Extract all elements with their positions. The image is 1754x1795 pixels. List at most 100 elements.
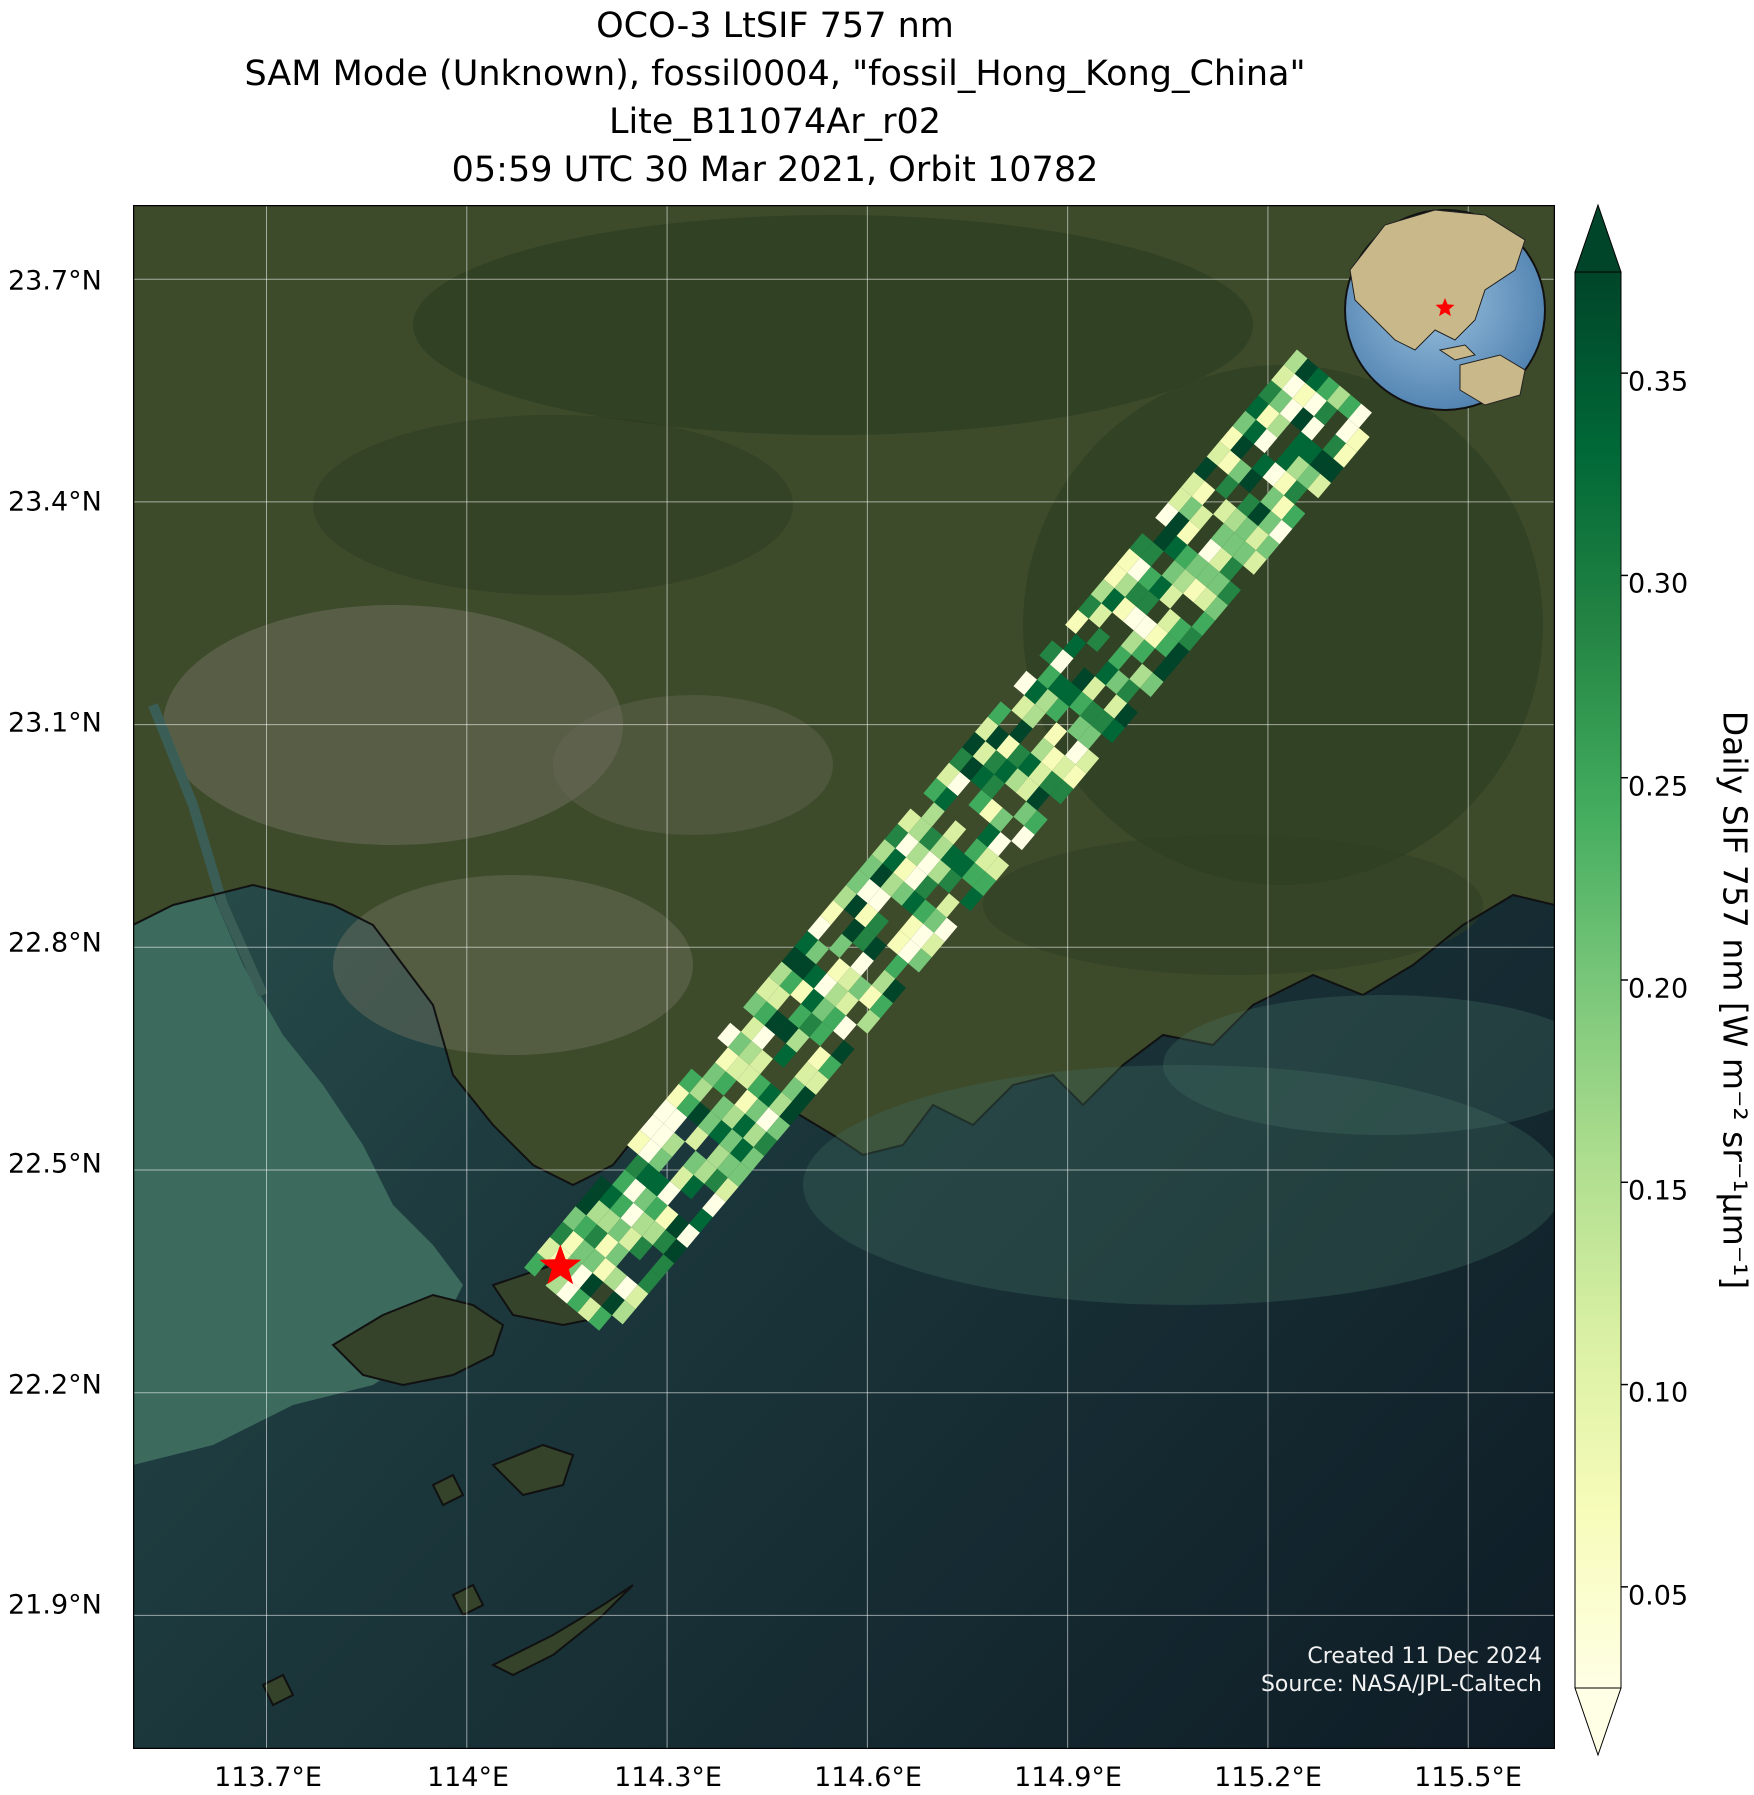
sif-sounding-cell: [1165, 511, 1190, 536]
sif-sounding-cell: [1116, 548, 1141, 573]
sif-sounding-cell: [1086, 627, 1111, 652]
sif-sounding-cell: [951, 853, 975, 878]
sif-sounding-cell: [775, 1019, 799, 1044]
sif-sounding-cell: [781, 946, 806, 971]
sif-sounding-cell: [644, 1196, 668, 1221]
sif-sounding-cell: [1260, 486, 1284, 511]
sif-sounding-cell: [1144, 624, 1168, 649]
sif-sounding-cell: [1193, 456, 1218, 481]
sif-sounding-cell: [624, 1284, 649, 1310]
sif-sounding-cell: [766, 985, 791, 1011]
sif-sounding-cell: [689, 1077, 713, 1102]
sif-sounding-cell: [648, 1147, 673, 1173]
sif-sounding-cell: [1157, 608, 1181, 634]
lat-tick-label: 23.4°N: [8, 486, 102, 518]
credits: Created 11 Dec 2024 Source: NASA/JPL-Cal…: [1261, 1643, 1542, 1699]
sif-sounding-cell: [562, 1206, 587, 1231]
sif-sounding-cell: [734, 1089, 758, 1114]
sif-sounding-cell: [1348, 403, 1372, 428]
sif-sounding-cell: [751, 1025, 776, 1050]
sediment-plume: [803, 1065, 1555, 1305]
sif-sounding-cell: [1129, 663, 1153, 688]
sif-sounding-cell: [807, 1046, 831, 1071]
sif-sounding-cell: [1305, 367, 1329, 392]
sif-sounding-cell: [1030, 737, 1055, 762]
sif-sounding-cell: [661, 1132, 685, 1157]
sif-sounding-cell: [1129, 533, 1154, 558]
sif-sounding-cell: [934, 787, 958, 812]
sif-sounding-cell: [652, 1099, 677, 1124]
sif-sounding-cell: [768, 961, 793, 986]
sif-sounding-cell: [1075, 749, 1100, 774]
sif-sounding-cell: [947, 771, 971, 796]
sif-sounding-cell: [976, 823, 1001, 848]
sif-sounding-cell: [856, 878, 881, 904]
sif-sounding-cell: [934, 917, 958, 942]
sif-sounding-cell: [1193, 587, 1218, 612]
sif-sounding-cell: [846, 869, 870, 895]
sif-sounding-cell: [650, 1123, 675, 1148]
sif-sounding-cell: [1022, 704, 1046, 729]
sif-sounding-cell: [985, 725, 1010, 751]
colorbar: [1574, 203, 1628, 1757]
sif-sounding-cell: [704, 1168, 728, 1193]
sif-sounding-cell: [865, 912, 889, 937]
sif-sounding-cell: [556, 1279, 580, 1304]
sif-sounding-cell: [1159, 584, 1183, 609]
sif-sounding-cell: [717, 1022, 741, 1048]
chart-title: OCO-3 LtSIF 757 nm SAM Mode (Unknown), f…: [0, 2, 1550, 194]
sif-sounding-cell: [833, 885, 857, 910]
sif-sounding-cell: [854, 903, 879, 928]
sif-sounding-cell: [803, 964, 827, 989]
sif-sounding-cell: [1232, 541, 1256, 566]
sif-sounding-cell: [614, 1275, 638, 1301]
sif-sounding-cell: [637, 1138, 662, 1164]
sif-sounding-cell: [592, 1257, 617, 1282]
sif-sounding-cell: [1191, 611, 1216, 636]
sif-sounding-cell: [713, 1071, 737, 1096]
sif-sounding-cell: [1052, 755, 1076, 780]
sif-sounding-cell: [612, 1169, 636, 1194]
sif-sounding-cell: [678, 1068, 703, 1093]
sif-sounding-cell: [1161, 560, 1186, 585]
sif-sounding-cell: [880, 872, 904, 897]
sif-sounding-cell: [837, 967, 861, 992]
sif-sounding-cell: [745, 1098, 769, 1123]
island: [261, 1673, 295, 1707]
sif-sounding-cell: [1307, 473, 1332, 499]
sif-sounding-cell: [781, 1076, 806, 1102]
sif-sounding-cell: [575, 1191, 600, 1216]
sif-sounding-cell: [891, 881, 915, 906]
sif-sounding-cell: [1208, 547, 1233, 572]
sif-sounding-cell: [818, 1055, 842, 1080]
sif-sounding-cell: [822, 1006, 846, 1031]
sif-sounding-cell: [985, 856, 1010, 881]
sif-sounding-cell: [702, 1062, 726, 1087]
sif-sounding-cell: [949, 747, 973, 772]
sif-sounding-cell: [612, 1300, 636, 1325]
sif-sounding-cell: [597, 1209, 621, 1234]
sif-sounding-cell: [1320, 458, 1344, 483]
sif-sounding-cell: [1114, 703, 1138, 728]
sif-sounding-cell: [620, 1202, 645, 1228]
sif-sounding-cell: [1271, 364, 1295, 390]
sif-sounding-cell: [1314, 400, 1338, 426]
sif-sounding-cell: [1047, 673, 1072, 698]
sif-sounding-cell: [1322, 434, 1347, 459]
sif-sounding-cell: [1039, 640, 1063, 665]
sif-sounding-cell: [650, 1254, 675, 1279]
colorbar-tick-label: 0.25: [1628, 771, 1689, 803]
sif-sounding-cell: [732, 1113, 756, 1138]
sif-sounding-cell: [1275, 446, 1299, 472]
sif-sounding-cell: [1335, 418, 1359, 444]
sif-sounding-cell: [1090, 709, 1115, 734]
sif-sounding-cell: [989, 807, 1014, 832]
sif-sounding-cell: [753, 1001, 778, 1026]
sif-sounding-cell: [1050, 649, 1074, 674]
sif-sounding-cell: [1116, 679, 1140, 704]
sif-sounding-cell: [758, 1083, 782, 1108]
sif-sounding-cell: [1101, 718, 1125, 743]
sif-sounding-cell: [1258, 380, 1282, 405]
sif-sounding-cell: [899, 914, 924, 940]
sif-sounding-cell: [1077, 724, 1102, 750]
